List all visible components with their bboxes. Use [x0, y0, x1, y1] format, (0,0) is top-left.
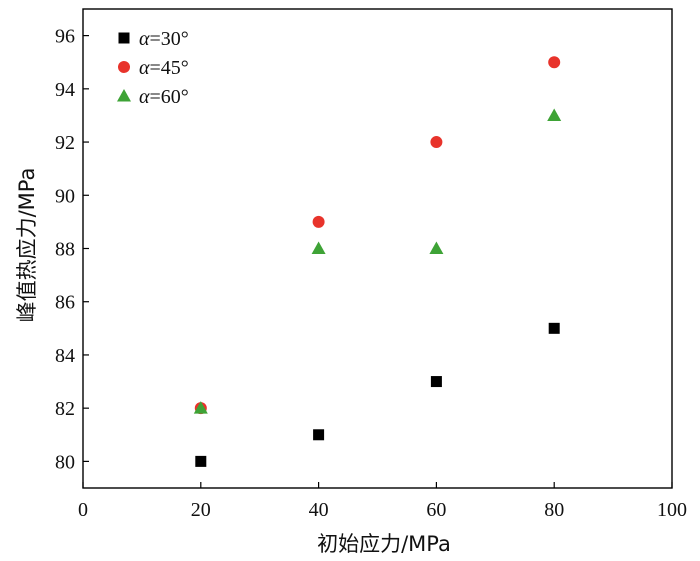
data-point-triangle — [193, 401, 208, 414]
legend-label: α=30° — [139, 28, 189, 50]
x-tick-label: 40 — [309, 499, 329, 521]
y-axis: 80 82 84 86 88 90 92 94 96 — [55, 26, 89, 473]
data-point-triangle — [311, 241, 326, 254]
data-point-circle — [312, 215, 325, 228]
x-tick-label: 60 — [426, 499, 446, 521]
x-tick-label: 100 — [657, 499, 687, 521]
legend: α=30° α=45° α=60° — [117, 28, 189, 108]
x-tick-label: 20 — [191, 499, 211, 521]
data-point-circle — [430, 136, 443, 149]
data-point-square — [548, 322, 560, 334]
legend-label: α=45° — [139, 57, 189, 79]
legend-marker-triangle — [117, 89, 131, 102]
data-point-circle — [548, 56, 561, 69]
data-point-square — [195, 455, 207, 467]
y-tick-label: 88 — [55, 239, 75, 261]
y-tick-label: 80 — [55, 451, 75, 473]
x-axis: 0 20 40 60 80 100 — [78, 482, 687, 521]
y-tick-label: 94 — [55, 79, 75, 101]
y-axis-label: 峰值热应力/MPa — [15, 168, 39, 323]
data-point-triangle — [429, 241, 444, 254]
y-tick-label: 82 — [55, 398, 75, 420]
plot-border — [82, 8, 673, 489]
y-tick-label: 90 — [55, 185, 75, 207]
x-tick-label: 0 — [78, 499, 88, 521]
y-tick-label: 96 — [55, 26, 75, 48]
legend-marker-circle — [118, 61, 130, 73]
data-point-square — [430, 376, 442, 388]
data-points — [193, 56, 562, 467]
data-point-square — [313, 429, 325, 441]
y-tick-label: 84 — [55, 345, 75, 367]
y-tick-label: 92 — [55, 132, 75, 154]
legend-marker-square — [118, 32, 130, 44]
plot-frame — [82, 8, 673, 489]
y-tick-label: 86 — [55, 292, 75, 314]
x-axis-label: 初始应力/MPa — [317, 532, 451, 556]
legend-label: α=60° — [139, 86, 189, 108]
data-point-triangle — [547, 108, 562, 121]
x-tick-label: 80 — [544, 499, 564, 521]
